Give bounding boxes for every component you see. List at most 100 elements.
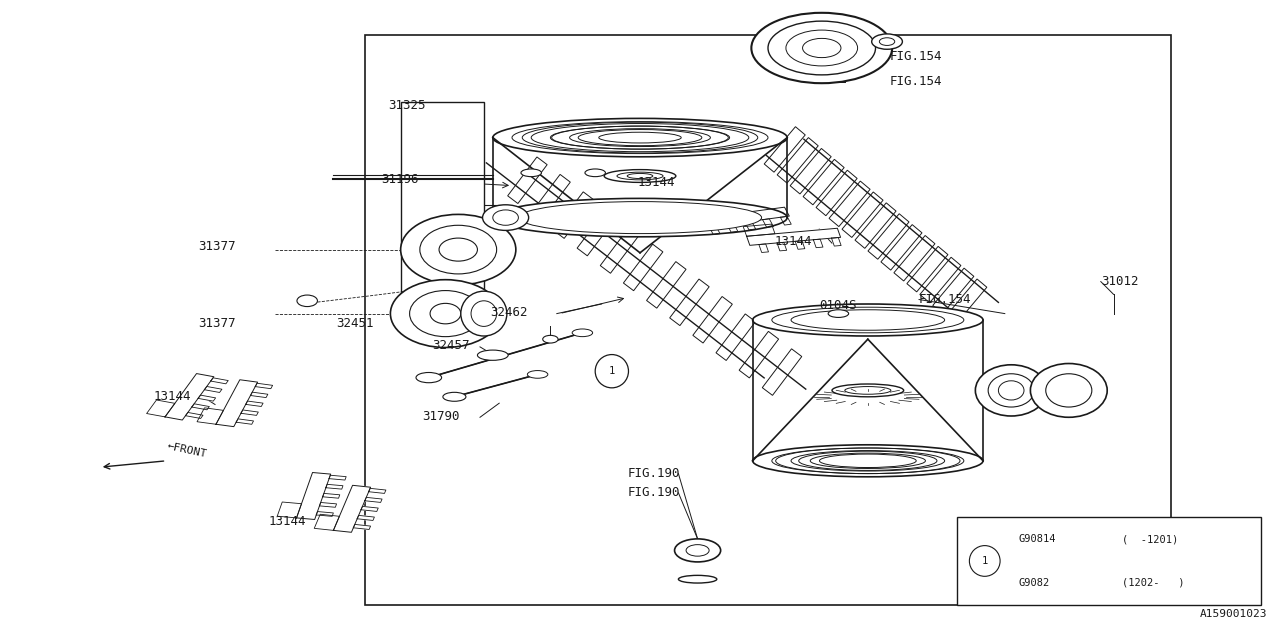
Ellipse shape [772, 448, 964, 474]
Polygon shape [147, 400, 175, 417]
Ellipse shape [527, 371, 548, 378]
Bar [365, 35, 1171, 605]
Polygon shape [278, 502, 302, 518]
Polygon shape [198, 395, 215, 401]
Polygon shape [237, 419, 253, 424]
Ellipse shape [401, 214, 516, 285]
Circle shape [595, 355, 628, 388]
Ellipse shape [998, 381, 1024, 400]
Ellipse shape [845, 387, 891, 394]
Ellipse shape [410, 291, 481, 337]
Text: (  -1201): ( -1201) [1121, 534, 1178, 544]
Ellipse shape [832, 384, 904, 397]
Ellipse shape [686, 545, 709, 556]
Text: 13144: 13144 [774, 236, 812, 248]
Text: 13144: 13144 [637, 176, 675, 189]
Polygon shape [192, 404, 210, 410]
Ellipse shape [420, 225, 497, 274]
Polygon shape [186, 412, 204, 419]
Ellipse shape [791, 451, 945, 471]
Ellipse shape [531, 124, 749, 152]
Text: 31377: 31377 [198, 317, 236, 330]
Ellipse shape [493, 210, 518, 225]
Text: A159001023: A159001023 [1199, 609, 1267, 620]
Polygon shape [746, 228, 841, 245]
Ellipse shape [477, 350, 508, 360]
Text: FIG.154: FIG.154 [890, 76, 942, 88]
Polygon shape [745, 221, 755, 230]
Ellipse shape [675, 539, 721, 562]
Polygon shape [329, 476, 346, 480]
Polygon shape [357, 515, 374, 520]
Ellipse shape [772, 307, 964, 333]
Ellipse shape [768, 21, 876, 75]
Polygon shape [297, 472, 330, 520]
Ellipse shape [604, 170, 676, 182]
Polygon shape [759, 244, 768, 253]
Polygon shape [165, 374, 214, 420]
Polygon shape [197, 408, 224, 424]
Text: 31325: 31325 [388, 99, 425, 112]
Text: 31012: 31012 [1101, 275, 1138, 288]
Polygon shape [216, 380, 257, 427]
Polygon shape [365, 497, 381, 502]
Polygon shape [744, 224, 774, 236]
Ellipse shape [297, 295, 317, 307]
Polygon shape [781, 216, 791, 225]
Polygon shape [695, 207, 790, 228]
Ellipse shape [617, 172, 663, 180]
Polygon shape [777, 243, 787, 251]
Ellipse shape [975, 365, 1047, 416]
Ellipse shape [570, 129, 710, 147]
Text: 31377: 31377 [198, 240, 236, 253]
Text: (1202-   ): (1202- ) [1121, 578, 1184, 588]
Polygon shape [211, 378, 228, 384]
Ellipse shape [791, 310, 945, 330]
Text: 0104S: 0104S [819, 300, 856, 312]
Ellipse shape [1030, 364, 1107, 417]
Ellipse shape [493, 198, 787, 237]
Polygon shape [251, 392, 268, 397]
Ellipse shape [810, 453, 925, 468]
Ellipse shape [572, 329, 593, 337]
Polygon shape [832, 237, 841, 246]
Polygon shape [320, 502, 337, 508]
Ellipse shape [988, 374, 1034, 407]
Ellipse shape [461, 291, 507, 336]
Text: FIG.190: FIG.190 [627, 486, 680, 499]
Text: 1: 1 [982, 556, 988, 566]
Ellipse shape [550, 126, 730, 149]
Polygon shape [369, 488, 385, 493]
Polygon shape [753, 339, 983, 461]
Polygon shape [315, 515, 339, 531]
Ellipse shape [521, 169, 541, 177]
Ellipse shape [543, 335, 558, 343]
Polygon shape [246, 401, 264, 406]
Text: 13144: 13144 [154, 390, 191, 403]
Circle shape [969, 545, 1000, 577]
Ellipse shape [879, 38, 895, 45]
Ellipse shape [443, 392, 466, 401]
Ellipse shape [786, 30, 858, 66]
Ellipse shape [512, 122, 768, 154]
Text: 13144: 13144 [269, 515, 306, 528]
Text: 31790: 31790 [422, 410, 460, 422]
Text: ←FRONT: ←FRONT [166, 441, 209, 459]
Ellipse shape [828, 310, 849, 317]
Text: FIG.190: FIG.190 [627, 467, 680, 480]
Polygon shape [763, 219, 773, 227]
Polygon shape [255, 383, 273, 388]
Text: 31196: 31196 [381, 173, 419, 186]
Text: 1: 1 [609, 366, 614, 376]
Ellipse shape [390, 280, 500, 348]
Ellipse shape [803, 38, 841, 58]
Polygon shape [795, 241, 805, 249]
Ellipse shape [416, 372, 442, 383]
Polygon shape [333, 485, 371, 532]
Polygon shape [709, 226, 721, 235]
Ellipse shape [483, 205, 529, 230]
Polygon shape [326, 484, 343, 489]
Polygon shape [353, 524, 371, 529]
Ellipse shape [439, 238, 477, 261]
Ellipse shape [753, 304, 983, 336]
